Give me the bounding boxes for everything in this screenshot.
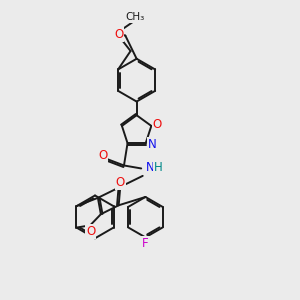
Text: O: O [153,118,162,131]
Text: O: O [98,149,107,162]
Text: O: O [116,176,125,189]
Text: F: F [142,237,149,250]
Text: H: H [154,161,163,174]
Text: O: O [86,225,95,239]
Text: CH₃: CH₃ [126,12,145,22]
Text: N: N [148,138,157,151]
Text: N: N [146,161,154,174]
Text: O: O [114,28,123,40]
